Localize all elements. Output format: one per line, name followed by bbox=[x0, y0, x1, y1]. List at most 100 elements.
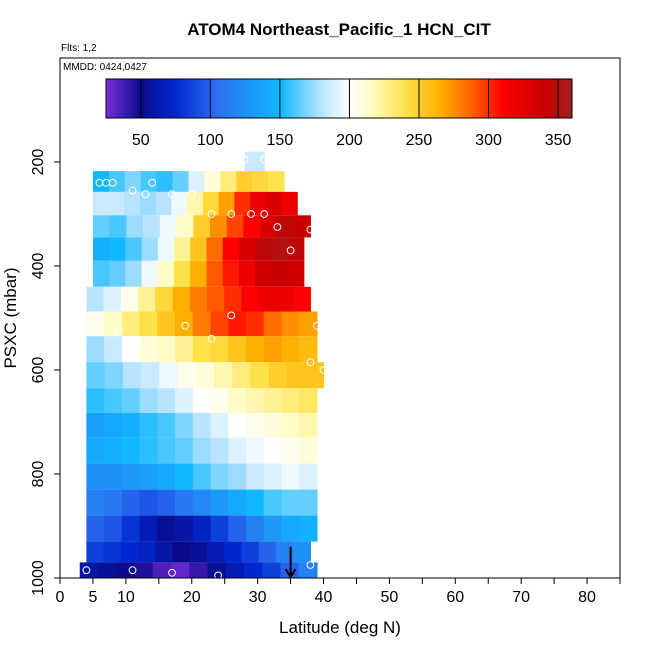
heatmap-cell bbox=[228, 412, 247, 438]
heatmap-cell bbox=[202, 191, 220, 216]
heatmap-cell bbox=[225, 562, 245, 578]
heatmap-cell bbox=[255, 237, 272, 261]
heatmap-cell bbox=[210, 515, 229, 542]
heatmap-cell bbox=[210, 437, 229, 464]
heatmap-cell bbox=[252, 171, 269, 192]
heatmap-cell bbox=[254, 151, 265, 172]
heatmap-cell bbox=[104, 311, 123, 337]
heatmap-cell bbox=[157, 437, 176, 464]
heatmap-cell bbox=[121, 463, 141, 490]
y-axis-label: PSXC (mbar) bbox=[1, 267, 20, 368]
heatmap-cell bbox=[104, 489, 123, 516]
heatmap-cell bbox=[210, 412, 229, 438]
y-axis: 200 400 600 800 1000 bbox=[30, 149, 60, 596]
heatmap-cell bbox=[204, 171, 221, 192]
heatmap-cell bbox=[210, 336, 229, 363]
sample-point bbox=[227, 210, 236, 218]
heatmap-cell bbox=[207, 562, 227, 578]
heatmap-cell bbox=[175, 336, 194, 363]
heatmap-cell bbox=[192, 412, 212, 438]
heatmap-cell bbox=[175, 489, 194, 516]
heatmap-cell bbox=[206, 237, 224, 261]
heatmap-cell bbox=[228, 463, 247, 490]
y-tick-label: 200 bbox=[30, 149, 47, 176]
sample-point bbox=[319, 366, 328, 374]
heatmap-cell bbox=[232, 362, 252, 389]
heatmap-cell bbox=[281, 191, 298, 216]
heatmap-cell bbox=[190, 260, 208, 287]
heatmap-cell bbox=[108, 191, 125, 216]
heatmap-cell bbox=[121, 311, 141, 337]
heatmap-cell bbox=[177, 362, 197, 389]
heatmap-cell bbox=[243, 215, 261, 238]
heatmap-cell bbox=[126, 215, 144, 238]
heatmap-cell bbox=[275, 286, 294, 312]
x-tick-label: 70 bbox=[512, 589, 530, 606]
y-tick-label: 600 bbox=[30, 357, 47, 384]
heatmap-cell bbox=[116, 562, 136, 578]
heatmap-cell bbox=[243, 562, 263, 578]
heatmap-cell bbox=[210, 215, 228, 238]
heatmap-cell bbox=[265, 191, 283, 216]
heatmap-cell bbox=[108, 171, 126, 192]
heatmap-cell bbox=[263, 489, 283, 516]
heatmap-cell bbox=[238, 237, 256, 261]
heatmap-cell bbox=[141, 237, 159, 261]
x-axis-label: Latitude (deg N) bbox=[279, 618, 401, 637]
heatmap-cell bbox=[172, 171, 190, 192]
heatmap-cell bbox=[86, 286, 105, 312]
heatmap-cell bbox=[104, 463, 123, 490]
heatmap-cell bbox=[172, 286, 191, 312]
heatmap-cell bbox=[263, 463, 283, 490]
heatmap-cell bbox=[224, 286, 243, 312]
heatmap-cell bbox=[271, 237, 289, 261]
colorbar-tick-label: 200 bbox=[336, 132, 363, 149]
y-tick-label: 400 bbox=[30, 253, 47, 280]
x-tick-label: 10 bbox=[117, 589, 135, 606]
heatmap-cell bbox=[141, 260, 159, 287]
heatmap-cell bbox=[121, 515, 141, 542]
sample-point bbox=[260, 210, 269, 218]
sample-point bbox=[313, 321, 321, 330]
heatmap-cell bbox=[206, 541, 225, 563]
sample-point bbox=[286, 246, 295, 255]
heatmap-cell bbox=[157, 463, 176, 490]
heatmap-cell bbox=[228, 336, 247, 363]
y-tick-label: 1000 bbox=[30, 560, 47, 596]
heatmap-cell bbox=[157, 412, 176, 438]
sample-point bbox=[187, 190, 196, 199]
heatmap-cell bbox=[121, 336, 141, 363]
heatmap-cell bbox=[228, 489, 247, 516]
heatmap-cell bbox=[139, 388, 158, 413]
heatmap-cell bbox=[244, 151, 255, 172]
heatmap-cell bbox=[293, 541, 311, 563]
heatmap-cell bbox=[258, 286, 277, 312]
date-label: MMDD: 0424,0427 bbox=[63, 62, 147, 73]
heatmap-cell bbox=[192, 311, 212, 337]
heatmap-cell bbox=[287, 260, 305, 287]
heatmap-cell bbox=[299, 463, 318, 490]
heatmap-cell bbox=[86, 489, 105, 516]
heatmap-cell bbox=[121, 489, 141, 516]
heatmap-cell bbox=[190, 237, 208, 261]
sample-points bbox=[82, 155, 328, 580]
heatmap-cell bbox=[157, 515, 176, 542]
x-tick-label: 80 bbox=[578, 589, 596, 606]
heatmap-cell bbox=[175, 412, 194, 438]
heatmap-cell bbox=[86, 336, 105, 363]
heatmap-cell bbox=[299, 489, 318, 516]
heatmap-cell bbox=[218, 191, 235, 216]
heatmap-cell bbox=[155, 541, 174, 563]
heatmap-cell bbox=[98, 562, 117, 578]
heatmap-cell bbox=[245, 515, 265, 542]
heatmap-cell bbox=[228, 388, 247, 413]
heatmap-cell bbox=[293, 215, 311, 238]
heatmap-cell bbox=[86, 437, 105, 464]
heatmap-cell bbox=[245, 489, 265, 516]
heatmap-cell bbox=[245, 412, 265, 438]
plot-frame bbox=[59, 57, 621, 579]
heatmap-cell bbox=[226, 215, 245, 238]
heatmap-cell bbox=[109, 260, 126, 287]
sample-point bbox=[168, 568, 176, 577]
